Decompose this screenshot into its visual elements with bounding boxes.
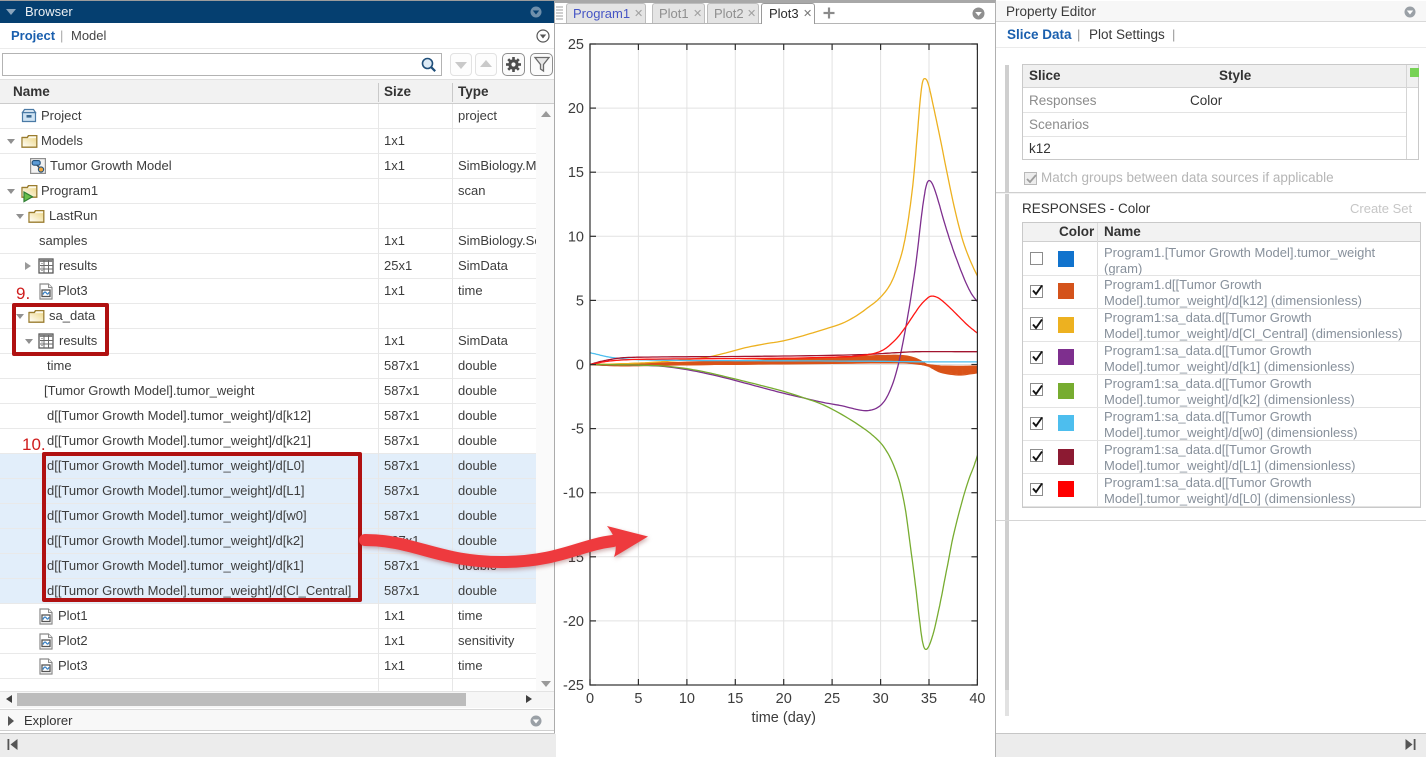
svg-text:25: 25 <box>824 691 840 707</box>
svg-text:-20: -20 <box>563 614 584 630</box>
svg-text:-5: -5 <box>571 422 584 438</box>
svg-text:25: 25 <box>568 37 584 53</box>
svg-text:0: 0 <box>576 358 584 374</box>
svg-text:10: 10 <box>568 229 584 245</box>
svg-text:40: 40 <box>969 691 985 707</box>
svg-text:30: 30 <box>873 691 889 707</box>
svg-text:15: 15 <box>568 165 584 181</box>
svg-text:5: 5 <box>576 293 584 309</box>
svg-text:-25: -25 <box>563 678 584 694</box>
svg-text:0: 0 <box>586 691 594 707</box>
svg-text:5: 5 <box>634 691 642 707</box>
svg-text:20: 20 <box>776 691 792 707</box>
svg-text:time (day): time (day) <box>751 710 815 726</box>
svg-text:15: 15 <box>727 691 743 707</box>
svg-text:20: 20 <box>568 101 584 117</box>
svg-text:-10: -10 <box>563 486 584 502</box>
svg-text:35: 35 <box>921 691 937 707</box>
svg-text:10: 10 <box>679 691 695 707</box>
